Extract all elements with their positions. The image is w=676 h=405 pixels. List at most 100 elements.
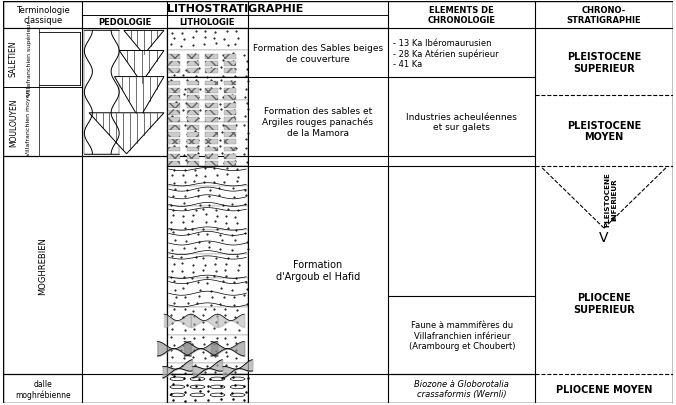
- Bar: [224, 81, 237, 86]
- Bar: [168, 126, 180, 130]
- Bar: [3, 374, 82, 403]
- Polygon shape: [124, 31, 164, 55]
- Bar: [3, 88, 82, 156]
- Bar: [187, 103, 199, 108]
- Bar: [3, 156, 82, 374]
- Bar: [168, 307, 247, 335]
- Bar: [206, 62, 218, 66]
- Bar: [206, 147, 218, 152]
- Bar: [224, 96, 237, 101]
- Bar: [388, 2, 535, 29]
- Bar: [206, 89, 218, 94]
- Bar: [82, 16, 168, 29]
- Bar: [187, 162, 199, 166]
- Bar: [224, 89, 237, 94]
- Bar: [3, 2, 673, 29]
- Bar: [168, 133, 180, 138]
- Bar: [82, 2, 388, 16]
- Text: LITHOSTRATIGRAPHIE: LITHOSTRATIGRAPHIE: [167, 4, 304, 14]
- Bar: [187, 154, 199, 159]
- Bar: [224, 162, 237, 166]
- Bar: [187, 81, 199, 86]
- Bar: [168, 186, 247, 207]
- Text: LITHOLOGIE: LITHOLOGIE: [180, 18, 235, 27]
- Bar: [187, 133, 199, 138]
- Text: Formation des sables et
Argiles rouges panachés
de la Mamora: Formation des sables et Argiles rouges p…: [262, 107, 373, 137]
- Bar: [168, 55, 180, 60]
- Bar: [168, 122, 247, 166]
- Bar: [224, 103, 237, 108]
- Bar: [224, 154, 237, 159]
- Text: Industries acheuléennes
et sur galets: Industries acheuléennes et sur galets: [406, 113, 517, 132]
- Text: MOGHREBIEN: MOGHREBIEN: [39, 237, 47, 294]
- Bar: [168, 147, 180, 152]
- Bar: [168, 111, 180, 115]
- Text: Terminologie
classique: Terminologie classique: [16, 6, 70, 26]
- Bar: [224, 147, 237, 152]
- Text: Biozone à Globorotalia
crassaformis (Wernli): Biozone à Globorotalia crassaformis (Wer…: [414, 379, 509, 398]
- Bar: [206, 111, 218, 115]
- Bar: [187, 89, 199, 94]
- Bar: [168, 100, 247, 122]
- Text: Villafranchien supérieur: Villafranchien supérieur: [26, 21, 32, 96]
- Bar: [168, 69, 180, 74]
- Text: V: V: [599, 230, 609, 245]
- Bar: [388, 29, 535, 403]
- Bar: [224, 140, 237, 145]
- Text: PLEISTOCENE
MOYEN: PLEISTOCENE MOYEN: [567, 121, 641, 142]
- Bar: [168, 89, 180, 94]
- Bar: [206, 69, 218, 74]
- Bar: [168, 81, 180, 86]
- Polygon shape: [114, 77, 164, 119]
- Bar: [247, 166, 388, 374]
- Bar: [168, 96, 180, 101]
- Bar: [168, 29, 247, 403]
- Bar: [206, 96, 218, 101]
- Text: CHRONO-
STRATIGRAPHIE: CHRONO- STRATIGRAPHIE: [566, 6, 642, 26]
- Text: Faune à mammifères du
Villafranchien inférieur
(Arambourg et Choubert): Faune à mammifères du Villafranchien inf…: [408, 320, 515, 350]
- Bar: [168, 103, 180, 108]
- Bar: [187, 96, 199, 101]
- Bar: [168, 16, 247, 29]
- Bar: [168, 140, 180, 145]
- Bar: [168, 62, 180, 66]
- Bar: [206, 126, 218, 130]
- Bar: [168, 207, 247, 230]
- Bar: [224, 126, 237, 130]
- Bar: [224, 69, 237, 74]
- Text: Formation des Sables beiges
de couverture: Formation des Sables beiges de couvertur…: [253, 44, 383, 64]
- Bar: [187, 69, 199, 74]
- Text: ELEMENTS DE
CHRONOLOGIE: ELEMENTS DE CHRONOLOGIE: [428, 6, 496, 26]
- Bar: [168, 279, 247, 307]
- Bar: [206, 154, 218, 159]
- Bar: [206, 162, 218, 166]
- Bar: [206, 81, 218, 86]
- Text: PEDOLOGIE: PEDOLOGIE: [98, 18, 151, 27]
- Bar: [187, 111, 199, 115]
- Bar: [535, 29, 673, 403]
- Text: PLEISTOCENE
SUPERIEUR: PLEISTOCENE SUPERIEUR: [567, 52, 641, 74]
- Polygon shape: [89, 113, 164, 154]
- Bar: [247, 78, 388, 166]
- Bar: [168, 29, 247, 51]
- Bar: [187, 118, 199, 123]
- Text: - 13 Ka Ibéromaurusien
- 28 Ka Atérien supérieur
- 41 Ka: - 13 Ka Ibéromaurusien - 28 Ka Atérien s…: [393, 38, 498, 69]
- Bar: [82, 156, 168, 374]
- Bar: [206, 140, 218, 145]
- Text: PLIOCENE
SUPERIEUR: PLIOCENE SUPERIEUR: [573, 292, 635, 314]
- Bar: [224, 133, 237, 138]
- Bar: [168, 230, 247, 255]
- Polygon shape: [119, 51, 164, 83]
- Bar: [224, 118, 237, 123]
- Bar: [168, 78, 247, 100]
- Text: MOULOUYEN: MOULOUYEN: [9, 98, 18, 147]
- Bar: [187, 55, 199, 60]
- Bar: [187, 140, 199, 145]
- Bar: [247, 374, 388, 403]
- Text: Villafranchien moyen: Villafranchien moyen: [26, 89, 31, 156]
- Text: PLIOCENE MOYEN: PLIOCENE MOYEN: [556, 384, 652, 394]
- Bar: [224, 55, 237, 60]
- Bar: [168, 335, 247, 363]
- Bar: [187, 147, 199, 152]
- Bar: [168, 51, 247, 78]
